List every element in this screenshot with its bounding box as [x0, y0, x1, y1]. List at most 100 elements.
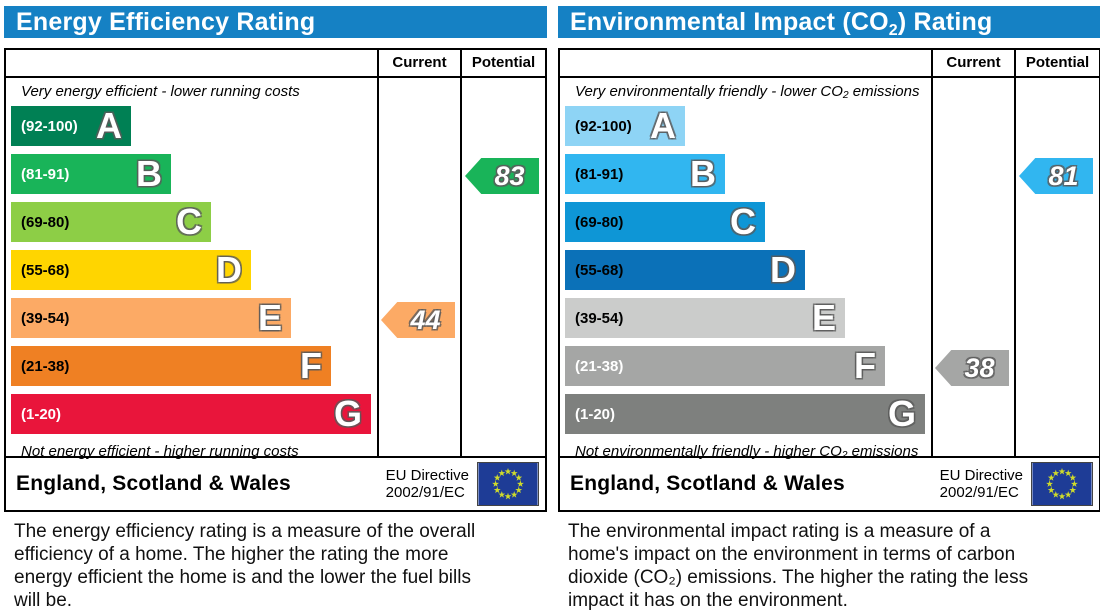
band-row-e: (39-54) E	[11, 298, 377, 338]
band-b-bar: (81-91) B	[11, 154, 171, 194]
band-a-bar: (92-100) A	[565, 106, 685, 146]
band-row-c: (69-80) C	[565, 202, 931, 242]
potential-rating-value: 81	[1048, 160, 1079, 191]
band-b-letter: B	[690, 153, 716, 194]
environmental-impact-panel: Environmental Impact (CO2) Rating Curren…	[558, 6, 1100, 612]
top-note: Very environmentally friendly - lower CO…	[575, 83, 920, 100]
band-a-bar: (92-100) A	[11, 106, 131, 146]
band-e-range: (39-54)	[575, 309, 624, 327]
potential-column-header: Potential	[460, 50, 545, 76]
environmental-chart-body: Very environmentally friendly - lower CO…	[560, 78, 1099, 460]
band-g-bar: (1-20) G	[565, 394, 925, 434]
band-row-f: (21-38) F	[565, 346, 931, 386]
band-row-d: (55-68) D	[11, 250, 377, 290]
eu-directive-label: EU Directive 2002/91/EC	[386, 467, 469, 501]
potential-rating-value: 83	[494, 160, 525, 191]
eu-directive-line2: 2002/91/EC	[385, 484, 465, 501]
band-d-range: (55-68)	[575, 261, 624, 279]
potential-column	[460, 78, 545, 456]
band-c-range: (69-80)	[575, 213, 624, 231]
top-note: Very energy efficient - lower running co…	[21, 83, 300, 100]
band-b-range: (81-91)	[21, 165, 70, 183]
title-text: Environmental Impact (CO	[570, 8, 889, 36]
band-row-b: (81-91) B	[11, 154, 377, 194]
band-b-bar: (81-91) B	[565, 154, 725, 194]
eu-flag-icon	[477, 462, 539, 506]
band-row-a: (92-100) A	[11, 106, 377, 146]
header-spacer	[560, 50, 931, 76]
table-footer: England, Scotland & Wales EU Directive 2…	[560, 456, 1099, 510]
band-a-range: (92-100)	[21, 117, 78, 135]
eu-directive-line1: EU Directive	[385, 467, 469, 484]
title-text: Energy Efficiency Rating	[16, 8, 316, 36]
band-f-bar: (21-38) F	[565, 346, 885, 386]
band-g-bar: (1-20) G	[11, 394, 371, 434]
energy-description: The energy efficiency rating is a measur…	[14, 521, 476, 611]
title-subscript: 2	[888, 22, 898, 39]
current-column-header: Current	[931, 50, 1014, 76]
band-g-letter: G	[333, 393, 362, 434]
band-d-letter: D	[216, 249, 242, 290]
current-rating-value: 44	[410, 304, 441, 335]
bottom-note: Not energy efficient - higher running co…	[21, 443, 299, 460]
bottom-note: Not environmentally friendly - higher CO…	[575, 443, 919, 460]
current-column-header: Current	[377, 50, 460, 76]
eu-flag-icon	[1031, 462, 1093, 506]
band-g-range: (1-20)	[575, 405, 616, 423]
current-rating-arrow: 38	[935, 350, 1009, 386]
table-header-row: Current Potential	[6, 50, 545, 78]
environmental-description: The environmental impact rating is a mea…	[568, 521, 1029, 611]
band-f-bar: (21-38) F	[11, 346, 331, 386]
title-text-end: ) Rating	[897, 8, 993, 36]
band-row-c: (69-80) C	[11, 202, 377, 242]
band-e-bar: (39-54) E	[565, 298, 845, 338]
current-column	[377, 78, 460, 456]
band-e-bar: (39-54) E	[11, 298, 291, 338]
band-a-letter: A	[650, 105, 676, 146]
region-label: England, Scotland & Wales	[570, 472, 845, 495]
current-column	[931, 78, 1014, 456]
band-row-e: (39-54) E	[565, 298, 931, 338]
band-e-letter: E	[257, 297, 282, 338]
eu-directive-label: EU Directive 2002/91/EC	[940, 467, 1023, 501]
energy-panel-title: Energy Efficiency Rating	[4, 6, 547, 38]
band-row-d: (55-68) D	[565, 250, 931, 290]
potential-column	[1014, 78, 1099, 456]
band-c-range: (69-80)	[21, 213, 70, 231]
band-g-letter: G	[887, 393, 916, 434]
band-e-letter: E	[811, 297, 836, 338]
environmental-bands-column: Very environmentally friendly - lower CO…	[560, 78, 931, 460]
band-d-range: (55-68)	[21, 261, 70, 279]
band-c-letter: C	[176, 201, 202, 242]
band-b-range: (81-91)	[575, 165, 624, 183]
band-f-range: (21-38)	[575, 357, 624, 375]
band-f-letter: F	[854, 345, 876, 386]
band-row-g: (1-20) G	[565, 394, 931, 434]
band-c-letter: C	[730, 201, 756, 242]
potential-column-header: Potential	[1014, 50, 1099, 76]
eu-directive-line2: 2002/91/EC	[939, 484, 1019, 501]
band-d-letter: D	[770, 249, 796, 290]
energy-bands-column: Very energy efficient - lower running co…	[6, 78, 377, 460]
energy-rating-table: Current Potential Very energy efficient …	[4, 48, 547, 512]
potential-rating-arrow: 81	[1019, 158, 1093, 194]
region-label: England, Scotland & Wales	[16, 472, 291, 495]
band-a-letter: A	[96, 105, 122, 146]
environmental-panel-title: Environmental Impact (CO2) Rating	[558, 6, 1100, 39]
band-e-range: (39-54)	[21, 309, 70, 327]
energy-chart-body: Very energy efficient - lower running co…	[6, 78, 545, 460]
band-d-bar: (55-68) D	[11, 250, 251, 290]
band-f-range: (21-38)	[21, 357, 70, 375]
band-row-f: (21-38) F	[11, 346, 377, 386]
energy-efficiency-panel: Energy Efficiency Rating Current Potenti…	[4, 6, 547, 612]
band-a-range: (92-100)	[575, 117, 632, 135]
potential-rating-arrow: 83	[465, 158, 539, 194]
band-d-bar: (55-68) D	[565, 250, 805, 290]
band-f-letter: F	[300, 345, 322, 386]
band-c-bar: (69-80) C	[11, 202, 211, 242]
current-rating-value: 38	[964, 352, 995, 383]
environmental-rating-table: Current Potential Very environmentally f…	[558, 48, 1100, 512]
header-spacer	[6, 50, 377, 76]
table-footer: England, Scotland & Wales EU Directive 2…	[6, 456, 545, 510]
